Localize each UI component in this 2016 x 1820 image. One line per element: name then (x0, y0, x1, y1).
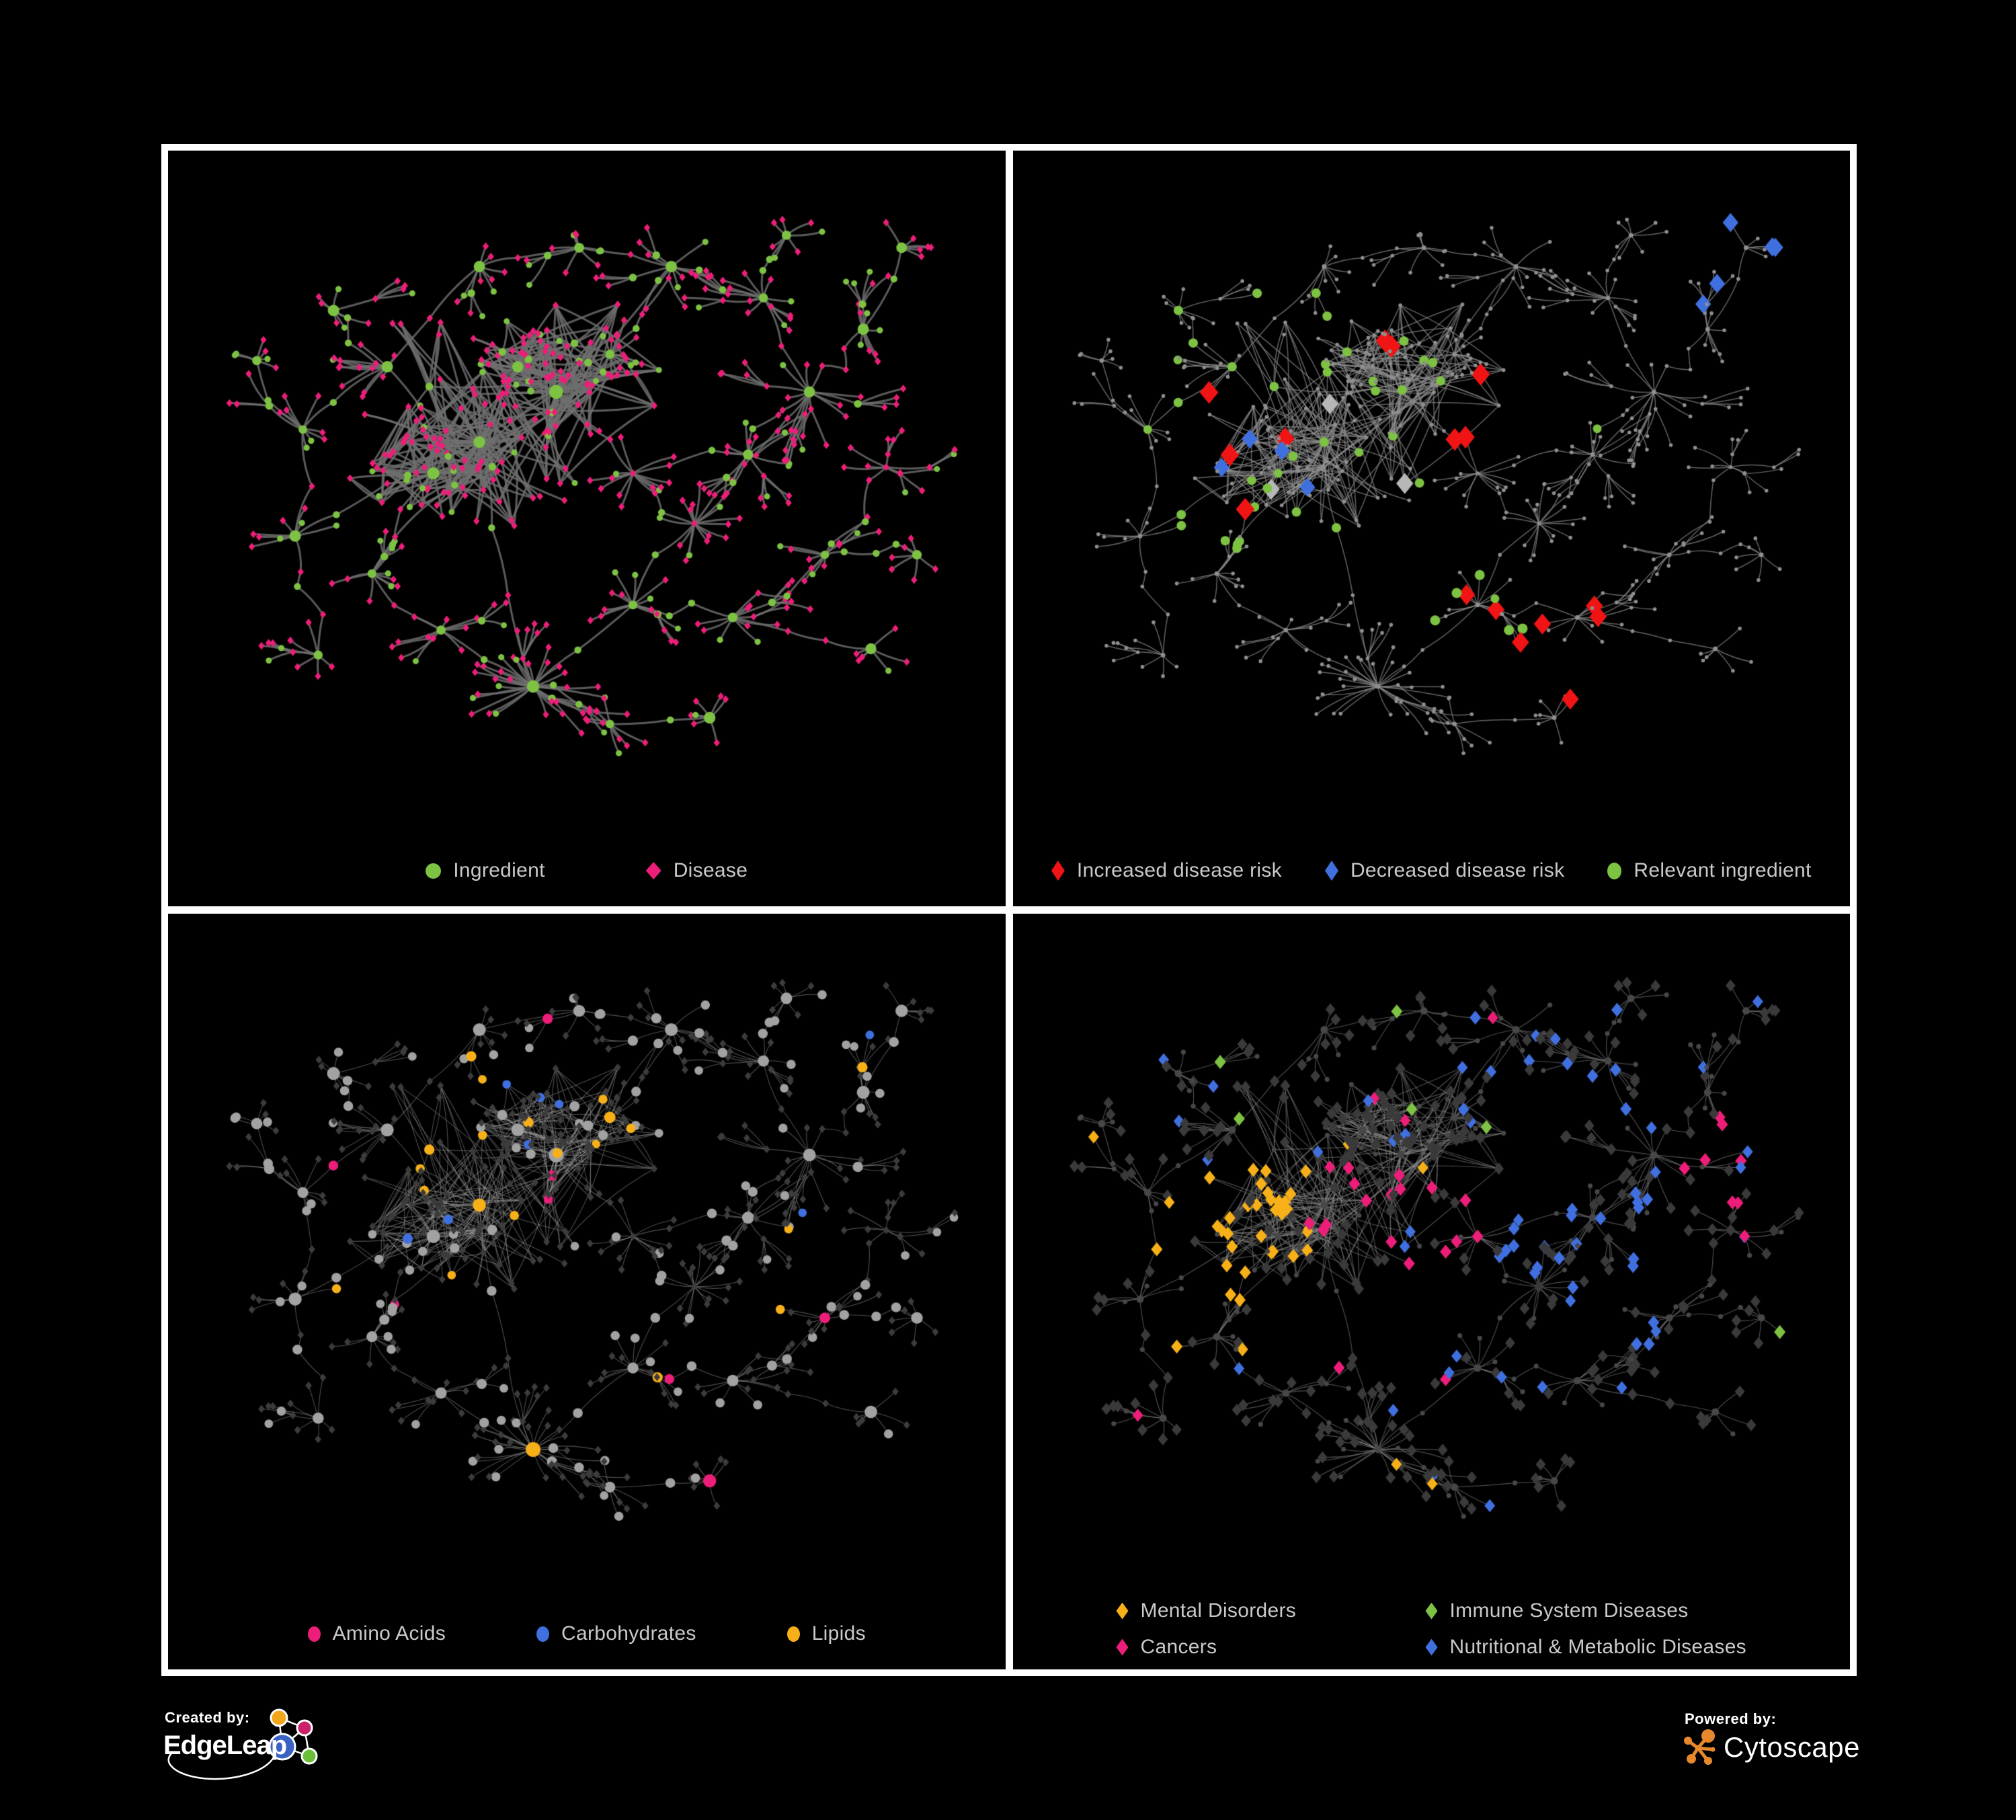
created-by-label: Created by: (165, 1709, 250, 1726)
ingredient-marker-icon (426, 863, 442, 879)
carbohydrates-marker-icon (536, 1626, 549, 1642)
legend-label-amino-acids: Amino Acids (332, 1622, 446, 1645)
legend-item-carbohydrates: Carbohydrates (536, 1622, 696, 1645)
legend-item-lipids: Lipids (787, 1622, 866, 1645)
cytoscape-icon (1684, 1729, 1716, 1765)
edgeleap-swoosh (167, 1751, 275, 1780)
network-canvas-ingredient-classes (168, 914, 1006, 1669)
legend-disease-risk: Increased disease risk Decreased disease… (1013, 859, 1851, 882)
legend-item-immune-system-diseases: Immune System Diseases (1425, 1599, 1746, 1622)
legend-label-relevant-ingredient: Relevant ingredient (1634, 859, 1812, 881)
legend-item-mental-disorders: Mental Disorders (1116, 1599, 1385, 1622)
panel-ingredient-disease: Ingredient Disease (168, 151, 1006, 906)
immune-system-diseases-marker-icon (1425, 1602, 1438, 1620)
legend-label-mental-disorders: Mental Disorders (1140, 1599, 1297, 1622)
cytoscape-row: Cytoscape (1683, 1728, 1860, 1767)
amino-acids-marker-icon (307, 1626, 321, 1642)
nutritional-metabolic-diseases-marker-icon (1425, 1638, 1438, 1656)
legend-label-immune-system-diseases: Immune System Diseases (1449, 1599, 1689, 1622)
legend-item-relevant-ingredient: Relevant ingredient (1607, 859, 1811, 882)
legend-label-ingredient: Ingredient (453, 859, 545, 881)
edgeleap-node-magenta (296, 1719, 313, 1737)
legend-item-nutritional-metabolic-diseases: Nutritional & Metabolic Diseases (1425, 1636, 1746, 1659)
legend-item-amino-acids: Amino Acids (307, 1622, 446, 1645)
legend-ingredient-disease: Ingredient Disease (168, 859, 1006, 882)
legend-disease-categories: Mental Disorders Immune System Diseases … (1116, 1599, 1746, 1659)
lipids-marker-icon (787, 1626, 800, 1642)
network-canvas-disease-categories (1012, 914, 1850, 1669)
network-canvas-ingredient-disease (168, 151, 1006, 906)
legend-item-ingredient: Ingredient (426, 859, 545, 882)
increased-risk-marker-icon (1051, 861, 1065, 881)
legend-label-cancers: Cancers (1140, 1636, 1217, 1658)
edgeleap-node-orange (270, 1708, 288, 1727)
cytoscape-wordmark: Cytoscape (1724, 1731, 1860, 1763)
edgeleap-node-blue (268, 1733, 296, 1761)
legend-item-disease: Disease (645, 859, 748, 882)
disease-marker-icon (645, 862, 661, 879)
legend-label-decreased-risk: Decreased disease risk (1350, 859, 1565, 881)
legend-ingredient-classes: Amino Acids Carbohydrates Lipids (168, 1622, 1006, 1645)
panel-ingredient-classes: Amino Acids Carbohydrates Lipids (168, 914, 1006, 1669)
legend-label-increased-risk: Increased disease risk (1076, 859, 1282, 881)
cancers-marker-icon (1116, 1638, 1129, 1656)
mental-disorders-marker-icon (1116, 1602, 1129, 1620)
decreased-risk-marker-icon (1324, 861, 1338, 881)
edgeleap-logo-block: Created by: EdgeLeap (157, 1706, 385, 1811)
edgeleap-node-green (300, 1747, 318, 1765)
edgeleap-logo-icon (167, 1708, 318, 1780)
network-canvas-disease-risk (1012, 151, 1850, 906)
panel-disease-categories: Mental Disorders Immune System Diseases … (1012, 914, 1850, 1669)
edgeleap-wordmark: EdgeLeap (163, 1731, 287, 1760)
relevant-ingredient-marker-icon (1607, 862, 1622, 879)
legend-item-decreased-risk: Decreased disease risk (1324, 859, 1565, 882)
legend-label-lipids: Lipids (811, 1622, 866, 1645)
cytoscape-logo-block: Powered by: Cytosc (1683, 1709, 1912, 1790)
network-panels-grid: Ingredient Disease Increased disease ris… (161, 144, 1857, 1676)
powered-by-label: Powered by: (1685, 1710, 1777, 1727)
legend-label-carbohydrates: Carbohydrates (561, 1622, 696, 1645)
legend-label-nutritional-metabolic-diseases: Nutritional & Metabolic Diseases (1449, 1636, 1746, 1658)
legend-item-cancers: Cancers (1116, 1636, 1385, 1659)
legend-item-increased-risk: Increased disease risk (1051, 859, 1282, 882)
legend-label-disease: Disease (673, 859, 748, 881)
panel-disease-risk: Increased disease risk Decreased disease… (1012, 151, 1851, 906)
